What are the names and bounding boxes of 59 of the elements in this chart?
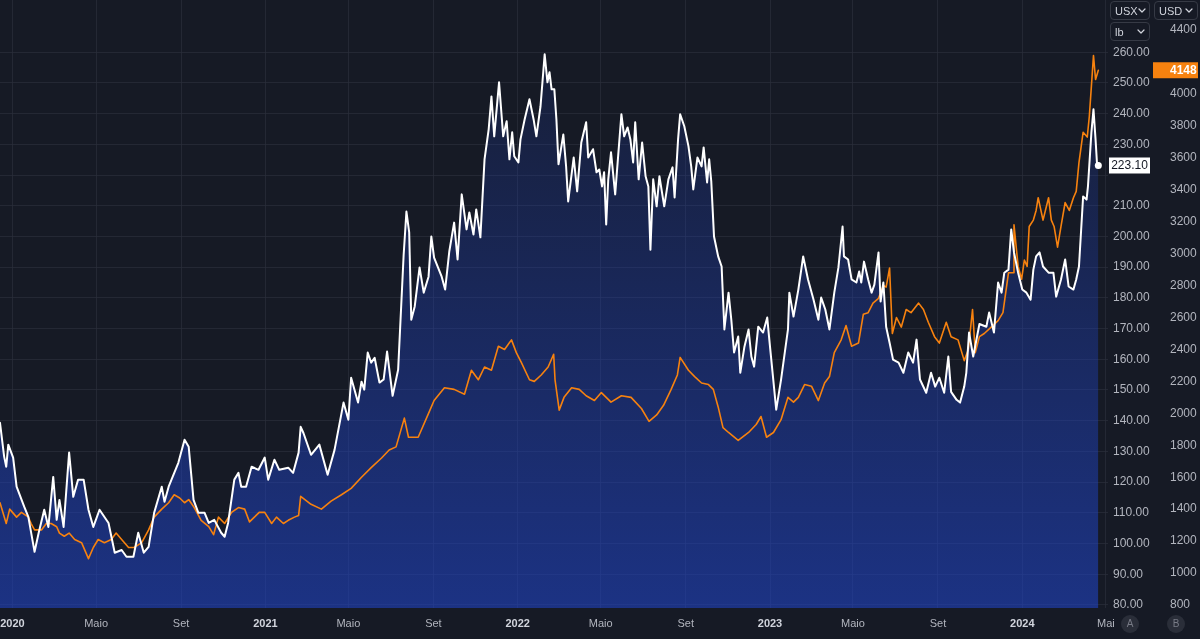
y-axis-title: USX (1115, 4, 1138, 17)
circle-button: B (1167, 614, 1185, 633)
y-tick-label: 160.00 (1113, 351, 1151, 366)
y-tick-label: 90.00 (1113, 566, 1144, 581)
dropdown: USD (1154, 1, 1198, 20)
y2-tick-label: 1600 (1170, 469, 1198, 484)
y-tick-label: 210.00 (1113, 198, 1151, 213)
y2-tick-label: 2800 (1170, 277, 1198, 292)
y2-axis-title: USD (1159, 4, 1183, 17)
y2-tick-label: 3000 (1170, 245, 1198, 260)
y2-tick-label: 2600 (1170, 309, 1198, 324)
y-tick-label: 250.00 (1113, 75, 1151, 90)
y2-tick-label: 3400 (1170, 182, 1198, 197)
y-tick-label: 190.00 (1113, 259, 1151, 274)
x-tick-label: Set (172, 616, 190, 629)
y2-tick-label: 2000 (1170, 405, 1198, 420)
y2-tick-label: 800 (1170, 597, 1191, 612)
x-tick-label: 2022 (505, 616, 530, 629)
y-tick-label: 150.00 (1113, 382, 1151, 397)
x-tick-label: 2023 (757, 616, 783, 629)
x-tick-label: Set (425, 616, 442, 629)
y-tick-label: 110.00 (1113, 505, 1150, 520)
x-tick-label: Maio (588, 616, 613, 629)
x-tick-label: Maio (841, 616, 865, 629)
y2-tick-label: 1200 (1170, 533, 1198, 548)
y2-tick-label: 2400 (1170, 341, 1198, 356)
x-tick-label: Maio (84, 616, 108, 629)
y-tick-label: 260.00 (1113, 44, 1151, 59)
x-tick-label: Maio (336, 616, 361, 629)
y2-tick-label: 2200 (1170, 373, 1198, 388)
x-tick-label: Mai (1097, 616, 1115, 629)
dropdown: USX (1110, 1, 1150, 20)
y-tick-label: 140.00 (1113, 413, 1151, 427)
x-tick-label: Set (677, 616, 694, 629)
y2-tick-label: 3600 (1170, 150, 1198, 165)
y2-tick-label: 3200 (1170, 213, 1198, 228)
y2-tick-label: 1400 (1170, 501, 1198, 516)
y-tick-label: 120.00 (1113, 474, 1151, 489)
x-tick-label: 2024 (1010, 616, 1036, 629)
x-tick-label: 2020 (0, 616, 25, 629)
y2-tick-label: 1800 (1170, 437, 1198, 452)
y-tick-label: 200.00 (1113, 228, 1151, 243)
y-tick-label: 100.00 (1113, 535, 1151, 550)
y-tick-label: 130.00 (1113, 443, 1151, 458)
y2-tick-label: 1000 (1170, 565, 1198, 580)
y-tick-label: 180.00 (1113, 290, 1151, 305)
data-label: 223.10 (1111, 158, 1149, 173)
x-tick-label: 2021 (253, 616, 278, 629)
y2-tick-label: 4000 (1170, 86, 1198, 101)
y-tick-label: 240.00 (1113, 105, 1151, 120)
y-tick-label: 170.00 (1113, 320, 1151, 335)
y2-tick-label: 3800 (1170, 118, 1198, 133)
y2-tick-label: 4148 (1170, 62, 1198, 77)
dropdown: lb (1110, 22, 1150, 41)
circle-button: A (1121, 614, 1139, 633)
y-tick-label: 230.00 (1113, 136, 1151, 151)
y2-tick-label: 4400 (1170, 22, 1198, 37)
x-tick-label: Set (929, 616, 947, 629)
y-tick-label: 80.00 (1113, 597, 1144, 612)
